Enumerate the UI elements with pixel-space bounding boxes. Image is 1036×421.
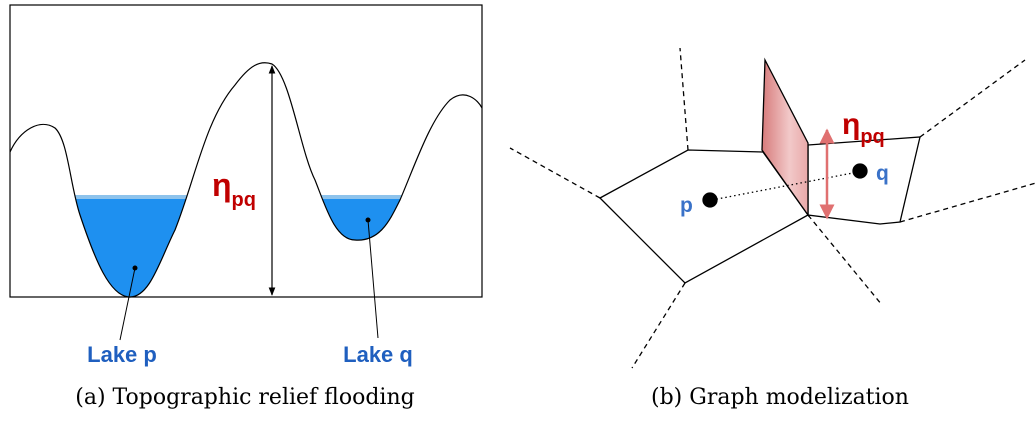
caption: (a) Topographic relief flooding <box>75 385 414 410</box>
lake-p-label: Lake p <box>87 342 157 367</box>
separating-plane <box>761 57 809 218</box>
point-p <box>702 192 718 208</box>
lake-q-label: Lake q <box>343 342 413 367</box>
eta-label: ηpq <box>212 167 256 211</box>
eta-label: ηpq <box>842 108 885 148</box>
cell-q <box>807 136 921 225</box>
frame <box>9 4 483 298</box>
lake-p-surface <box>60 195 200 199</box>
lake-q-water <box>315 197 415 257</box>
pointer <box>119 267 136 341</box>
panel-a: ηpq Lake p Lake q (a) Topographic relief… <box>9 4 483 410</box>
p-label: p <box>680 194 693 217</box>
lake-q-surface <box>315 195 415 199</box>
pointer <box>367 219 379 339</box>
terrain <box>9 62 483 298</box>
point-q <box>852 163 868 179</box>
panel-b <box>509 47 1036 369</box>
q-label: q <box>876 162 889 185</box>
caption: (b) Graph modelization <box>651 385 909 410</box>
dashed-edges <box>509 47 1036 369</box>
